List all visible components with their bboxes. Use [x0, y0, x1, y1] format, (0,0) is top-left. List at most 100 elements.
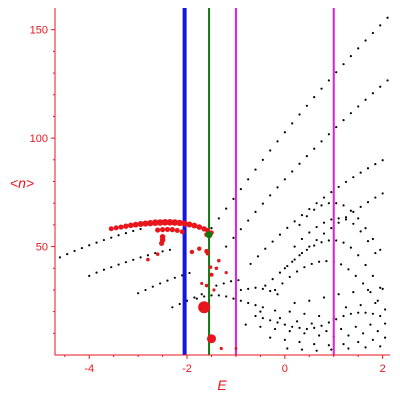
data-point — [288, 310, 291, 313]
highlight-point — [118, 224, 124, 230]
data-point — [357, 105, 360, 108]
data-point — [308, 231, 311, 234]
data-point — [337, 185, 340, 189]
highlight-point — [181, 220, 188, 227]
data-point — [344, 218, 348, 221]
data-point — [95, 271, 98, 274]
data-point — [313, 244, 316, 247]
data-point — [244, 323, 247, 326]
highlight-point — [204, 283, 209, 288]
data-point — [376, 299, 379, 302]
data-point — [337, 221, 340, 224]
data-point — [293, 245, 296, 248]
data-point — [374, 251, 377, 255]
data-point — [200, 293, 203, 296]
highlight-point — [159, 227, 166, 233]
data-point — [261, 306, 264, 309]
highlight-point — [212, 288, 216, 292]
highlight-point — [171, 219, 179, 226]
data-point — [195, 297, 198, 300]
highlight-point — [224, 270, 228, 275]
data-point — [359, 171, 362, 174]
highlight-point — [155, 252, 160, 256]
data-point — [80, 246, 83, 250]
data-point — [102, 238, 106, 242]
data-point — [217, 294, 220, 297]
data-point — [283, 131, 286, 134]
data-point — [229, 280, 233, 283]
highlight-point — [128, 222, 134, 229]
data-point — [95, 241, 98, 244]
highlight-point — [197, 246, 202, 251]
data-point — [303, 266, 306, 269]
data-point — [371, 237, 374, 241]
data-point — [315, 238, 318, 242]
data-point — [161, 250, 164, 253]
data-point — [298, 254, 301, 257]
data-point — [298, 326, 301, 329]
data-point — [286, 226, 289, 230]
data-point — [264, 247, 267, 250]
data-point — [362, 282, 365, 285]
data-point — [379, 314, 382, 318]
data-point — [232, 297, 235, 300]
data-point — [291, 122, 294, 125]
data-point — [322, 221, 326, 224]
highlight-point — [196, 224, 203, 230]
data-point — [366, 288, 370, 292]
data-point — [298, 113, 301, 116]
data-point — [310, 262, 313, 266]
data-point — [278, 233, 282, 236]
data-point — [298, 162, 301, 165]
data-point — [254, 286, 257, 289]
data-point — [254, 210, 257, 213]
data-point — [322, 196, 326, 199]
data-point — [288, 330, 291, 333]
data-point — [278, 271, 282, 274]
data-point — [261, 317, 264, 320]
data-point — [327, 321, 330, 324]
data-point — [259, 310, 262, 313]
highlight-point — [151, 219, 159, 227]
x-axis-label: E — [217, 377, 227, 393]
highlight-point — [155, 227, 161, 233]
data-point — [273, 288, 277, 292]
data-point — [269, 149, 272, 152]
data-point — [239, 187, 242, 191]
data-point — [291, 170, 294, 173]
y-tick-label: 50 — [36, 242, 48, 254]
data-point — [357, 217, 360, 220]
data-point — [364, 346, 367, 349]
data-point — [166, 279, 169, 282]
data-point — [322, 296, 326, 299]
data-point — [352, 222, 355, 225]
data-point — [188, 271, 191, 275]
highlight-point — [198, 301, 211, 314]
data-point — [247, 178, 250, 181]
data-point — [146, 254, 150, 257]
highlight-point — [208, 265, 213, 269]
data-point — [137, 292, 140, 295]
data-point — [364, 311, 367, 314]
data-point — [344, 216, 348, 219]
data-point — [276, 293, 279, 296]
highlight-point — [161, 218, 169, 226]
data-point — [237, 279, 240, 282]
data-point — [254, 314, 257, 318]
data-point — [344, 180, 348, 184]
data-point — [293, 301, 296, 305]
data-point — [276, 186, 279, 189]
data-point — [247, 287, 250, 290]
x-tick-label: 2 — [380, 363, 386, 375]
data-point — [117, 234, 120, 237]
data-point — [359, 304, 362, 307]
data-point — [300, 237, 304, 241]
data-point — [335, 202, 338, 205]
data-point — [222, 282, 225, 285]
data-point — [102, 268, 106, 271]
data-point — [273, 327, 277, 331]
data-point — [315, 202, 318, 205]
data-point — [342, 119, 345, 122]
data-point — [232, 236, 235, 239]
data-point — [276, 321, 279, 324]
